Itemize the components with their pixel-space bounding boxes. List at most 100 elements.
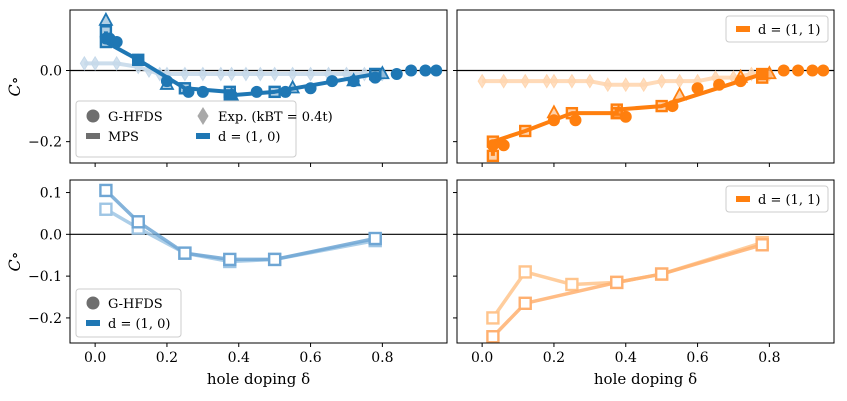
series-line-line_b [491, 243, 763, 338]
point-line_b [223, 252, 237, 267]
legend-box [75, 288, 182, 338]
x-tick-label: 0.0 [84, 350, 106, 366]
legend-label: d = (1, 0) [218, 130, 280, 145]
point-hfds [713, 78, 726, 91]
point-hfds [196, 85, 209, 98]
panel-top-right: d = (1, 1) [453, 9, 835, 167]
y-tick-label: −0.2 [28, 135, 62, 151]
y-tick-label: 0.1 [40, 186, 62, 202]
point-exp [305, 66, 316, 82]
point-exp [639, 77, 649, 93]
x-tick-label: 0.8 [371, 350, 393, 366]
point-hfds [806, 64, 819, 77]
point-exp [567, 73, 577, 89]
point-exp [499, 73, 509, 89]
axes-frame [69, 9, 448, 164]
point-hfds_tri [224, 86, 240, 101]
point-hfds [777, 64, 790, 77]
point-exp [226, 66, 237, 82]
point-mps [655, 99, 668, 113]
legend-label: d = (1, 1) [758, 23, 820, 38]
point-exp [241, 66, 251, 82]
y-axis-label: C∘ [5, 251, 24, 271]
point-line_a [486, 311, 500, 325]
x-tick-label: 0.8 [758, 350, 780, 366]
point-line_b [486, 330, 500, 343]
point-line_b [610, 275, 624, 290]
plot-area [477, 64, 830, 163]
y-axis-label: C∘ [5, 76, 24, 96]
point-line_b [654, 267, 669, 281]
point-hfds_tri [611, 104, 627, 119]
series-line-line_a [105, 207, 376, 264]
point-hfds_tri [761, 65, 777, 80]
point-mps [268, 85, 281, 99]
point-hfds [405, 64, 418, 77]
point-mps [486, 149, 500, 163]
y-tick-label: −0.2 [28, 311, 62, 327]
legend-swatch [86, 320, 100, 326]
point-exp [675, 73, 685, 89]
plot-area [486, 235, 769, 343]
point-line_b [178, 246, 192, 260]
point-hfds_tri [346, 72, 362, 87]
point-hfds_tri [285, 79, 301, 94]
legend-swatch [197, 107, 209, 125]
point-hfds [691, 82, 704, 95]
point-exp [542, 73, 552, 89]
point-hfds [430, 64, 443, 77]
point-exp [477, 73, 487, 89]
point-exp [657, 73, 667, 89]
axes-frame [456, 179, 835, 344]
legend-swatch [86, 133, 100, 139]
point-exp [255, 66, 265, 82]
point-hfds [132, 53, 145, 66]
legend-swatch [736, 26, 750, 32]
axes-frame [456, 9, 835, 164]
x-tick-label: 0.6 [299, 350, 321, 366]
point-exp [198, 66, 208, 82]
point-hfds [250, 85, 263, 98]
point-exp [585, 73, 595, 89]
axes-frame [69, 179, 448, 344]
point-hfds [419, 64, 432, 77]
panel-top-left: 0.0 −0.2 C∘ G-HFDS Exp. (kBT = 0.4t) MPS d = (… [5, 9, 448, 167]
panel-bottom-left: 0.0 0.2 0.4 0.6 0.8 0.1 0.0 −0.1 −0.2 C∘ hole dopi… [5, 179, 448, 388]
point-exp [520, 73, 530, 89]
x-tick-label: 0.4 [228, 350, 250, 366]
x-tick-label: 0.0 [471, 350, 493, 366]
point-hfds_tri [546, 104, 562, 119]
legend-swatch [86, 296, 100, 310]
legend-label: d = (1, 1) [758, 193, 820, 208]
point-exp [79, 55, 89, 71]
series-line-mps [490, 72, 765, 156]
x-tick-label: 0.2 [543, 350, 565, 366]
point-line_b [267, 252, 282, 267]
x-tick-label: 0.6 [686, 350, 708, 366]
point-hfds [569, 114, 582, 127]
legend-swatch [196, 133, 210, 139]
legend-box [725, 15, 829, 43]
point-hfds_tri [98, 11, 114, 26]
x-tick-label: 0.2 [156, 350, 178, 366]
point-hfds [110, 36, 123, 49]
legend-swatch [736, 196, 750, 202]
y-tick-label: 0.0 [40, 227, 62, 243]
point-line_b [368, 231, 382, 246]
point-hfds [817, 64, 830, 77]
legend-label: G-HFDS [108, 110, 163, 125]
point-exp [216, 66, 226, 82]
plot-area [79, 11, 443, 102]
point-hfds [390, 68, 403, 81]
legend-label: G-HFDS [108, 297, 163, 312]
point-line_b [755, 238, 769, 252]
panel-bottom-right: 0.0 0.2 0.4 0.6 0.8 hole doping δ d = (1, 1) [453, 179, 835, 388]
point-line_a [518, 265, 532, 279]
legend-swatch [86, 109, 100, 123]
point-exp [180, 66, 190, 82]
legend: d = (1, 1) [725, 15, 829, 43]
point-exp [112, 55, 122, 71]
point-hfds_tri [159, 75, 175, 90]
legend-label: Exp. (kBT = 0.4t) [218, 110, 333, 125]
